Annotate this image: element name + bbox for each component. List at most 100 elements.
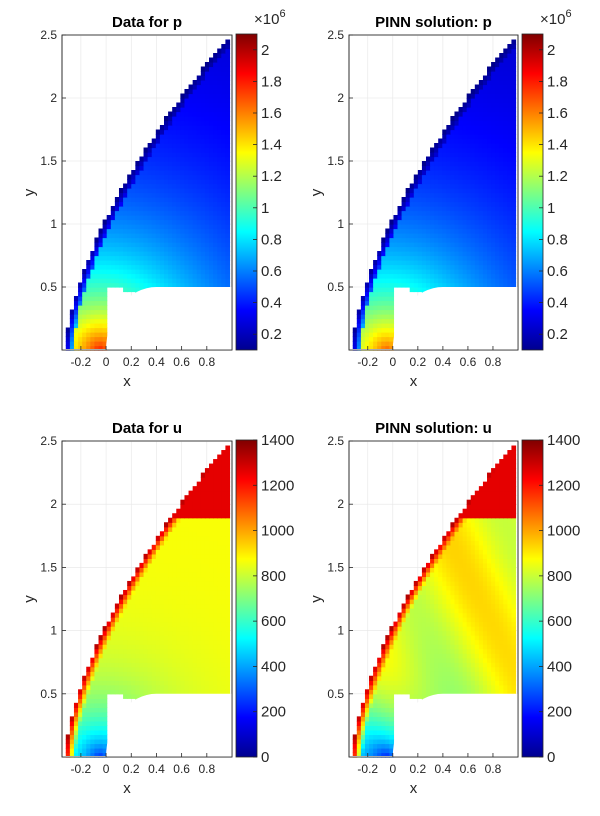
heatmap-cell bbox=[209, 499, 214, 505]
heatmap-cell bbox=[192, 138, 198, 144]
heatmap-cell bbox=[90, 255, 96, 261]
heatmap-cell bbox=[78, 318, 83, 324]
heatmap-cell bbox=[90, 345, 96, 351]
heatmap-cell bbox=[438, 635, 443, 641]
heatmap-cell bbox=[168, 215, 173, 221]
heatmap-cell bbox=[221, 48, 226, 54]
heatmap-cell bbox=[221, 486, 226, 492]
heatmap-cell bbox=[86, 716, 91, 722]
heatmap-cell bbox=[405, 192, 411, 198]
heatmap-cell bbox=[225, 84, 231, 90]
y-axis-label: y bbox=[21, 595, 38, 603]
heatmap-cell bbox=[487, 662, 492, 668]
heatmap-cell bbox=[164, 544, 169, 550]
heatmap-cell bbox=[487, 635, 492, 641]
heatmap-cell bbox=[356, 318, 362, 324]
heatmap-cell bbox=[381, 327, 386, 333]
heatmap-cell bbox=[159, 621, 165, 627]
heatmap-cell bbox=[164, 269, 169, 275]
heatmap-cell bbox=[143, 666, 149, 672]
heatmap-cell bbox=[184, 197, 190, 203]
heatmap-cell bbox=[176, 237, 181, 243]
heatmap-cell bbox=[499, 206, 504, 212]
heatmap-cell bbox=[155, 684, 161, 690]
heatmap-cell bbox=[377, 675, 382, 681]
heatmap-cell bbox=[172, 206, 177, 212]
heatmap-cell bbox=[434, 228, 439, 234]
heatmap-cell bbox=[491, 107, 496, 113]
heatmap-cell bbox=[155, 156, 161, 162]
heatmap-cell bbox=[102, 671, 108, 677]
heatmap-cell bbox=[499, 93, 504, 99]
heatmap-cell bbox=[143, 571, 149, 578]
heatmap-cell bbox=[360, 743, 366, 749]
heatmap-cell bbox=[225, 472, 231, 478]
heatmap-cell bbox=[217, 481, 222, 487]
heatmap-cell bbox=[450, 233, 456, 239]
heatmap-cell bbox=[217, 630, 222, 636]
heatmap-cell bbox=[213, 481, 218, 487]
heatmap-cell bbox=[159, 138, 165, 144]
heatmap-cell bbox=[192, 662, 198, 668]
heatmap-cell bbox=[413, 242, 419, 248]
heatmap-cell bbox=[405, 282, 411, 288]
heatmap-cell bbox=[413, 237, 419, 243]
heatmap-cell bbox=[373, 332, 378, 338]
heatmap-cell bbox=[213, 71, 218, 77]
heatmap-cell bbox=[192, 558, 198, 564]
heatmap-cell bbox=[155, 617, 161, 623]
heatmap-cell bbox=[172, 192, 177, 198]
heatmap-cell bbox=[491, 147, 496, 153]
heatmap-cell bbox=[454, 278, 460, 284]
heatmap-cell bbox=[507, 684, 513, 690]
heatmap-cell bbox=[499, 201, 504, 207]
heatmap-cell bbox=[209, 594, 214, 600]
heatmap-cell bbox=[409, 183, 415, 189]
heatmap-cell bbox=[184, 644, 190, 650]
heatmap-cell bbox=[491, 197, 496, 203]
heatmap-cell bbox=[454, 630, 460, 636]
heatmap-cell bbox=[409, 237, 415, 243]
heatmap-cell bbox=[188, 549, 194, 555]
heatmap-cell bbox=[364, 332, 370, 338]
heatmap-cell bbox=[192, 571, 198, 578]
heatmap-cell bbox=[151, 612, 157, 618]
heatmap-cell bbox=[421, 689, 427, 695]
heatmap-cell bbox=[397, 630, 403, 636]
heatmap-cell bbox=[499, 89, 504, 95]
heatmap-cell bbox=[184, 206, 190, 212]
heatmap-cell bbox=[164, 224, 169, 230]
heatmap-cell bbox=[458, 684, 464, 690]
heatmap-cell bbox=[213, 653, 218, 659]
heatmap-cell bbox=[417, 671, 423, 677]
heatmap-cell bbox=[487, 89, 492, 95]
heatmap-cell bbox=[192, 517, 198, 523]
heatmap-cell bbox=[78, 734, 83, 740]
heatmap-cell bbox=[421, 246, 427, 252]
heatmap-cell bbox=[159, 170, 165, 176]
heatmap-cell bbox=[139, 165, 145, 171]
heatmap-cell bbox=[397, 612, 403, 618]
heatmap-cell bbox=[413, 657, 419, 663]
heatmap-cell bbox=[421, 657, 427, 663]
heatmap-cell bbox=[159, 174, 165, 180]
heatmap-cell bbox=[192, 486, 198, 492]
heatmap-cell bbox=[176, 553, 181, 559]
heatmap-cell bbox=[196, 617, 202, 623]
heatmap-cell bbox=[94, 675, 100, 681]
heatmap-cell bbox=[118, 201, 124, 207]
heatmap-cell bbox=[110, 215, 116, 221]
heatmap-cell bbox=[511, 612, 517, 618]
heatmap-cell bbox=[217, 134, 222, 140]
heatmap-cell bbox=[397, 684, 403, 690]
heatmap-cell bbox=[482, 255, 488, 261]
heatmap-cell bbox=[458, 219, 464, 225]
heatmap-cell bbox=[430, 165, 435, 171]
heatmap-cell bbox=[73, 332, 79, 338]
heatmap-cell bbox=[225, 143, 231, 149]
heatmap-cell bbox=[143, 680, 149, 686]
heatmap-cell bbox=[482, 206, 488, 212]
heatmap-cell bbox=[159, 183, 165, 189]
heatmap-cell bbox=[168, 156, 173, 162]
heatmap-cell bbox=[495, 210, 500, 216]
